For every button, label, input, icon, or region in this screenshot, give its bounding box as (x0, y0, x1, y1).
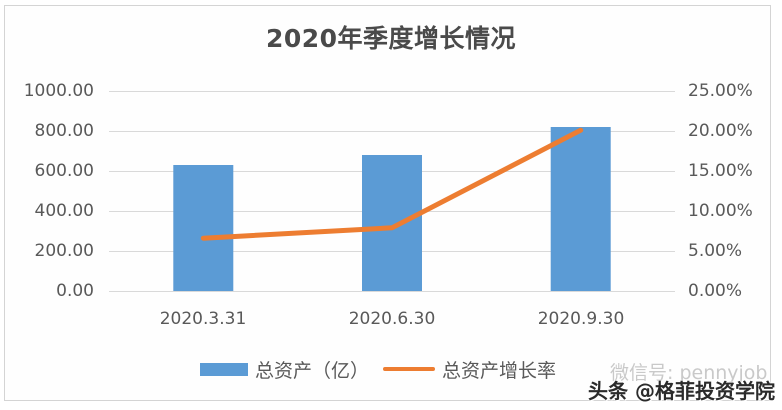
left-axis-tick: 800.00 (34, 121, 94, 141)
right-axis-tick: 5.00% (688, 241, 743, 261)
right-axis-tick: 25.00% (688, 81, 753, 101)
bar (550, 127, 611, 291)
legend-bar-swatch (200, 362, 248, 376)
right-axis-tick: 20.00% (688, 121, 753, 141)
bar-series (173, 127, 611, 291)
left-axis-tick: 0.00 (56, 281, 94, 301)
line-series (200, 127, 584, 241)
left-axis-tick: 200.00 (34, 241, 94, 261)
left-axis-tick: 600.00 (34, 161, 94, 181)
left-axis-tick: 400.00 (34, 201, 94, 221)
right-axis-tick: 10.00% (688, 201, 753, 221)
legend: 总资产（亿） 总资产增长率 (200, 357, 557, 382)
chart-title: 2020年季度增长情况 (265, 24, 517, 53)
right-axis-tick: 0.00% (688, 281, 743, 301)
left-axis-tick: 1000.00 (23, 81, 94, 101)
wechat-watermark: 微信号: pennyjob (610, 362, 768, 384)
toutiao-watermark: 头条 @格菲投资学院 (588, 379, 775, 403)
legend-bar-label: 总资产（亿） (255, 359, 370, 382)
x-axis-tick: 2020.6.30 (348, 309, 436, 329)
bar (362, 155, 422, 291)
legend-line-label: 总资产增长率 (442, 359, 557, 382)
bar (173, 165, 234, 291)
x-axis-tick: 2020.9.30 (537, 309, 625, 329)
legend-line-swatch (383, 367, 436, 371)
right-axis-tick: 15.00% (688, 161, 753, 181)
x-axis-tick: 2020.3.31 (159, 309, 247, 329)
